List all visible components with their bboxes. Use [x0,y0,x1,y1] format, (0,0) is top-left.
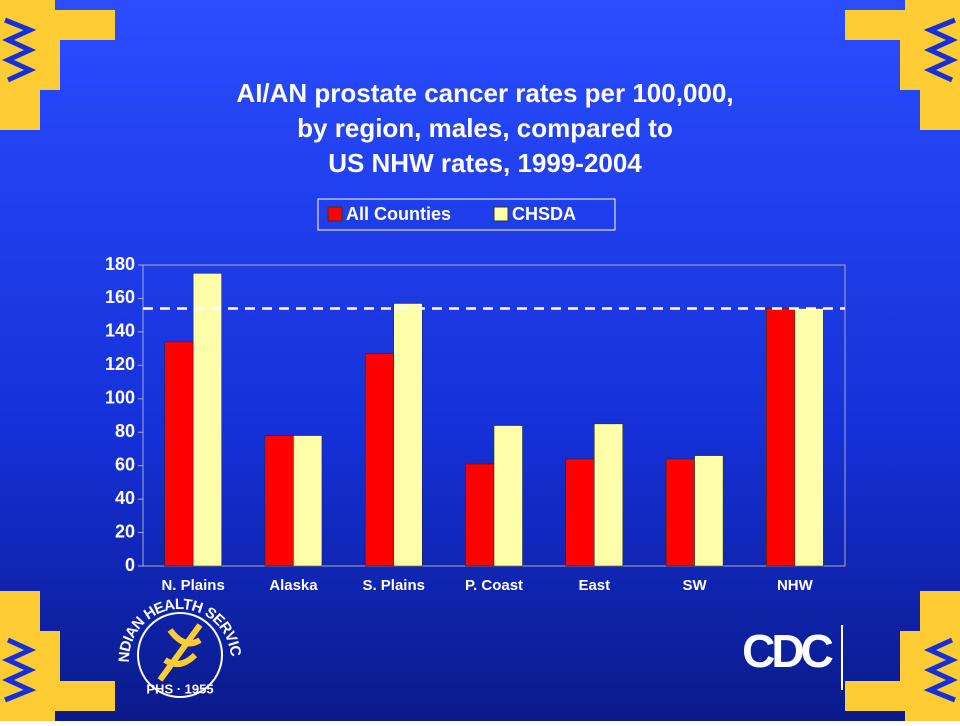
legend-label: All Counties [346,204,451,224]
bar [665,458,695,567]
bar [192,273,222,567]
bar [465,463,495,567]
y-tick-label: 20 [115,521,135,541]
x-tick-label: East [578,577,610,594]
x-tick-label: S. Plains [362,577,425,594]
y-tick-label: 100 [105,388,135,408]
bar [293,435,323,567]
bar [393,303,423,567]
y-tick-label: 140 [105,321,135,341]
title-line: by region, males, compared to [297,113,673,143]
x-tick-label: SW [682,577,707,594]
y-tick-label: 0 [125,555,135,575]
legend: All Counties CHSDA [327,204,576,224]
logo-emblem [157,623,203,682]
bar [565,458,595,567]
y-tick-label: 60 [115,454,135,474]
legend-box [317,198,616,231]
bar [694,455,724,567]
y-tick-label: 120 [105,354,135,374]
legend-swatch [493,206,509,222]
y-tick-label: 160 [105,287,135,307]
chart-title: AI/AN prostate cancer rates per 100,000,… [236,78,733,178]
y-tick-label: 40 [115,488,135,508]
y-tick-label: 80 [115,421,135,441]
legend-swatch [327,206,343,222]
x-tick-label: Alaska [269,577,318,594]
title-line: AI/AN prostate cancer rates per 100,000, [236,78,733,108]
bar [364,353,394,567]
bar [766,308,796,567]
y-tick-label: 180 [105,254,135,274]
logo-sub-text: PHS · 1955 [146,681,213,696]
bar [594,423,624,567]
cdc-logo: CDC [742,625,832,677]
x-tick-label: NHW [777,577,814,594]
bar [493,425,523,567]
x-tick-label: P. Coast [465,577,523,594]
logo-ring [137,612,223,698]
title-line: US NHW rates, 1999-2004 [328,148,642,178]
legend-label: CHSDA [512,204,576,224]
bar [794,308,824,567]
x-tick-label: N. Plains [161,577,224,594]
bar [264,435,294,567]
bar [164,341,194,567]
